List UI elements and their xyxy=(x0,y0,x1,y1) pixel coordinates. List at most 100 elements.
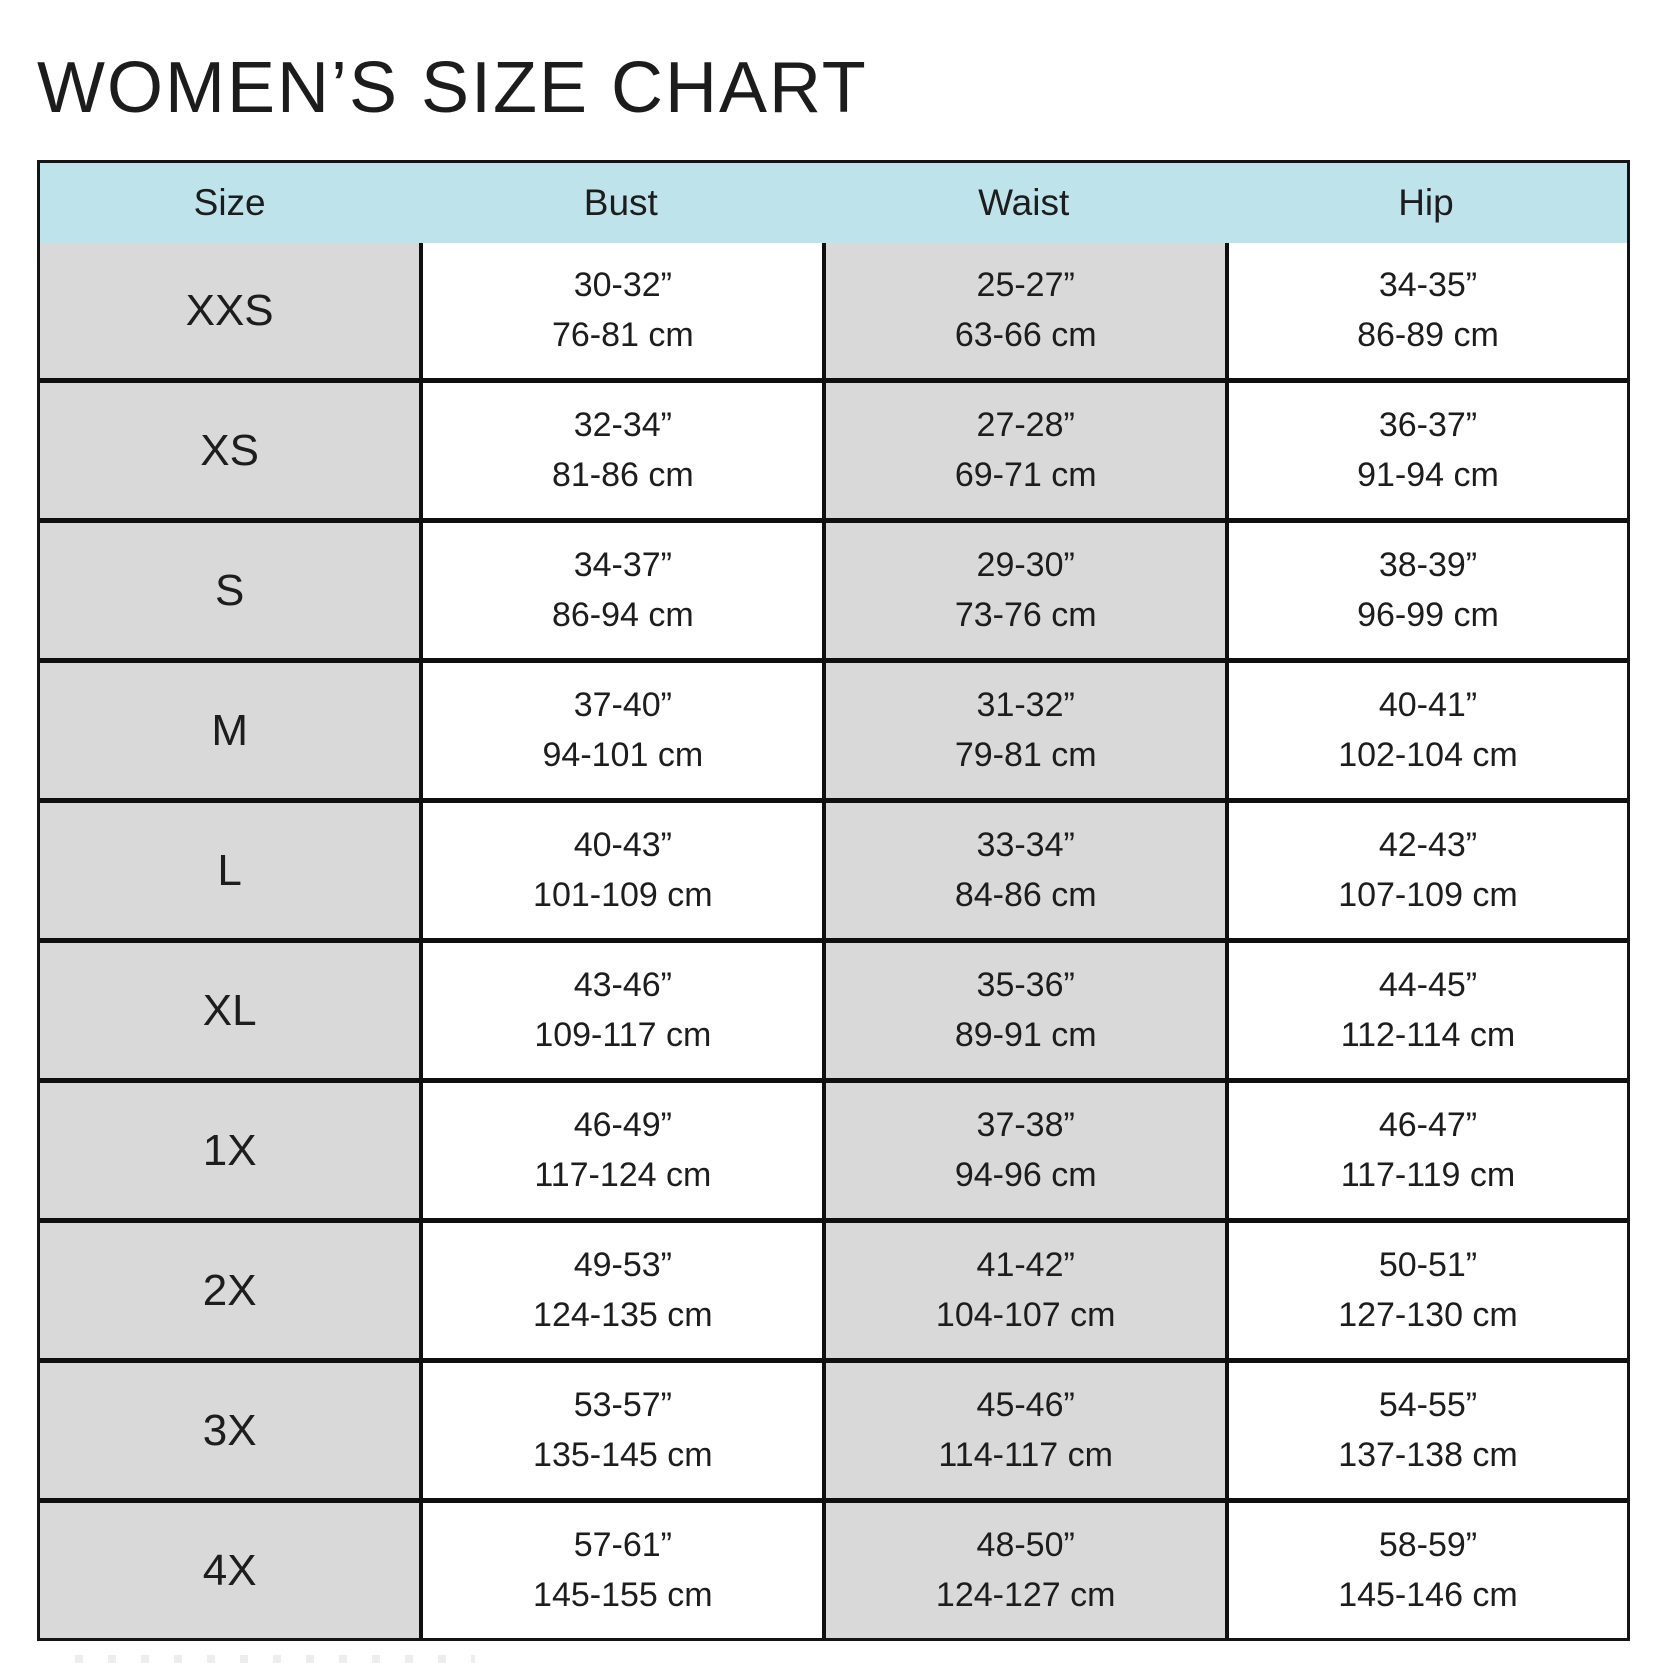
bust-inches: 37-40” xyxy=(573,686,672,725)
page-title: WOMEN’S SIZE CHART xyxy=(37,48,868,128)
waist-inches: 37-38” xyxy=(976,1106,1075,1145)
waist-cell: 27-28” 69-71 cm xyxy=(822,383,1225,518)
hip-inches: 58-59” xyxy=(1378,1526,1478,1565)
hip-cell: 38-39” 96-99 cm xyxy=(1224,523,1627,658)
size-chart-table: Size Bust Waist Hip XXS 30-32” 76-81 cm 25-… xyxy=(37,160,1630,1641)
hip-inches: 38-39” xyxy=(1378,546,1478,585)
table-row: 4X 57-61” 145-155 cm 48-50” 124-127 cm 58-59”… xyxy=(40,1498,1627,1638)
waist-cm: 89-91 cm xyxy=(954,1015,1097,1054)
waist-cm: 84-86 cm xyxy=(954,875,1097,914)
table-header-row: Size Bust Waist Hip xyxy=(40,163,1627,243)
dotted-artifact xyxy=(75,1655,475,1663)
bust-cm: 81-86 cm xyxy=(551,455,694,494)
waist-inches: 41-42” xyxy=(976,1246,1075,1285)
hip-cm: 112-114 cm xyxy=(1340,1015,1516,1054)
size-cell: S xyxy=(40,523,420,658)
waist-cm: 79-81 cm xyxy=(954,735,1097,774)
waist-cell: 25-27” 63-66 cm xyxy=(822,243,1225,378)
size-cell: XXS xyxy=(40,243,420,378)
hip-cm: 91-94 cm xyxy=(1357,455,1499,494)
waist-inches: 27-28” xyxy=(976,406,1075,445)
waist-inches: 45-46” xyxy=(976,1386,1075,1425)
hip-inches: 54-55” xyxy=(1378,1386,1478,1425)
waist-cell: 48-50” 124-127 cm xyxy=(822,1503,1225,1638)
waist-cm: 124-127 cm xyxy=(935,1575,1116,1614)
size-cell: M xyxy=(40,663,420,798)
bust-inches: 46-49” xyxy=(573,1106,672,1145)
hip-cell: 34-35” 86-89 cm xyxy=(1224,243,1627,378)
table-row: L 40-43” 101-109 cm 33-34” 84-86 cm 42-43” 107… xyxy=(40,798,1627,938)
header-hip: Hip xyxy=(1398,182,1454,223)
bust-inches: 53-57” xyxy=(573,1386,672,1425)
bust-cm: 94-101 cm xyxy=(542,735,704,774)
size-label: S xyxy=(214,565,245,615)
hip-cell: 36-37” 91-94 cm xyxy=(1224,383,1627,518)
bust-inches: 34-37” xyxy=(573,546,672,585)
bust-inches: 32-34” xyxy=(573,406,672,445)
size-cell: XS xyxy=(40,383,420,518)
hip-cm: 102-104 cm xyxy=(1338,735,1518,774)
size-label: XL xyxy=(202,985,257,1035)
hip-inches: 36-37” xyxy=(1378,406,1478,445)
waist-inches: 31-32” xyxy=(976,686,1075,725)
size-label: L xyxy=(217,845,242,895)
hip-inches: 40-41” xyxy=(1378,686,1478,725)
size-cell: 3X xyxy=(40,1363,420,1498)
waist-cm: 114-117 cm xyxy=(938,1435,1113,1474)
bust-cm: 76-81 cm xyxy=(551,315,694,354)
table-row: XS 32-34” 81-86 cm 27-28” 69-71 cm 36-37” 91-9… xyxy=(40,378,1627,518)
table-row: XXS 30-32” 76-81 cm 25-27” 63-66 cm 34-35” 86-… xyxy=(40,243,1627,378)
hip-cm: 137-138 cm xyxy=(1338,1435,1518,1474)
hip-cm: 107-109 cm xyxy=(1338,875,1518,914)
size-cell: 1X xyxy=(40,1083,420,1218)
hip-cell: 40-41” 102-104 cm xyxy=(1224,663,1627,798)
bust-cm: 101-109 cm xyxy=(533,875,713,914)
waist-cm: 104-107 cm xyxy=(935,1295,1116,1334)
waist-inches: 33-34” xyxy=(976,826,1075,865)
size-cell: L xyxy=(40,803,420,938)
hip-cm: 96-99 cm xyxy=(1357,595,1499,634)
table-row: 2X 49-53” 124-135 cm 41-42” 104-107 cm 50-51”… xyxy=(40,1218,1627,1358)
hip-cm: 127-130 cm xyxy=(1338,1295,1518,1334)
hip-cell: 54-55” 137-138 cm xyxy=(1224,1363,1627,1498)
bust-cell: 53-57” 135-145 cm xyxy=(419,1363,823,1498)
waist-cell: 35-36” 89-91 cm xyxy=(822,943,1225,1078)
waist-inches: 48-50” xyxy=(976,1526,1075,1565)
hip-cm: 117-119 cm xyxy=(1340,1155,1516,1194)
bust-cm: 117-124 cm xyxy=(534,1155,712,1194)
hip-cm: 86-89 cm xyxy=(1357,315,1499,354)
bust-cell: 43-46” 109-117 cm xyxy=(419,943,823,1078)
size-label: M xyxy=(211,705,248,755)
bust-cm: 145-155 cm xyxy=(533,1575,713,1614)
waist-cell: 45-46” 114-117 cm xyxy=(822,1363,1225,1498)
waist-inches: 35-36” xyxy=(976,966,1075,1005)
waist-cell: 41-42” 104-107 cm xyxy=(822,1223,1225,1358)
bust-cell: 30-32” 76-81 cm xyxy=(419,243,823,378)
waist-cm: 94-96 cm xyxy=(954,1155,1097,1194)
bust-cm: 86-94 cm xyxy=(551,595,694,634)
header-bust: Bust xyxy=(583,182,658,223)
bust-cm: 135-145 cm xyxy=(533,1435,713,1474)
bust-cm: 124-135 cm xyxy=(533,1295,713,1334)
hip-cell: 46-47” 117-119 cm xyxy=(1224,1083,1627,1218)
waist-cell: 33-34” 84-86 cm xyxy=(822,803,1225,938)
bust-inches: 40-43” xyxy=(573,826,672,865)
table-body: XXS 30-32” 76-81 cm 25-27” 63-66 cm 34-35” 86-… xyxy=(40,243,1627,1638)
bust-cell: 49-53” 124-135 cm xyxy=(419,1223,823,1358)
bust-cell: 32-34” 81-86 cm xyxy=(419,383,823,518)
hip-cm: 145-146 cm xyxy=(1338,1575,1518,1614)
bust-inches: 30-32” xyxy=(573,266,672,305)
waist-cm: 63-66 cm xyxy=(954,315,1097,354)
hip-inches: 34-35” xyxy=(1378,266,1478,305)
hip-cell: 44-45” 112-114 cm xyxy=(1224,943,1627,1078)
hip-cell: 50-51” 127-130 cm xyxy=(1224,1223,1627,1358)
hip-cell: 58-59” 145-146 cm xyxy=(1224,1503,1627,1638)
table-row: M 37-40” 94-101 cm 31-32” 79-81 cm 40-41” 102-… xyxy=(40,658,1627,798)
bust-cell: 37-40” 94-101 cm xyxy=(419,663,823,798)
waist-cm: 73-76 cm xyxy=(954,595,1097,634)
table-row: S 34-37” 86-94 cm 29-30” 73-76 cm 38-39” 96-99… xyxy=(40,518,1627,658)
hip-inches: 46-47” xyxy=(1378,1106,1478,1145)
bust-cell: 34-37” 86-94 cm xyxy=(419,523,823,658)
size-cell: 2X xyxy=(40,1223,420,1358)
